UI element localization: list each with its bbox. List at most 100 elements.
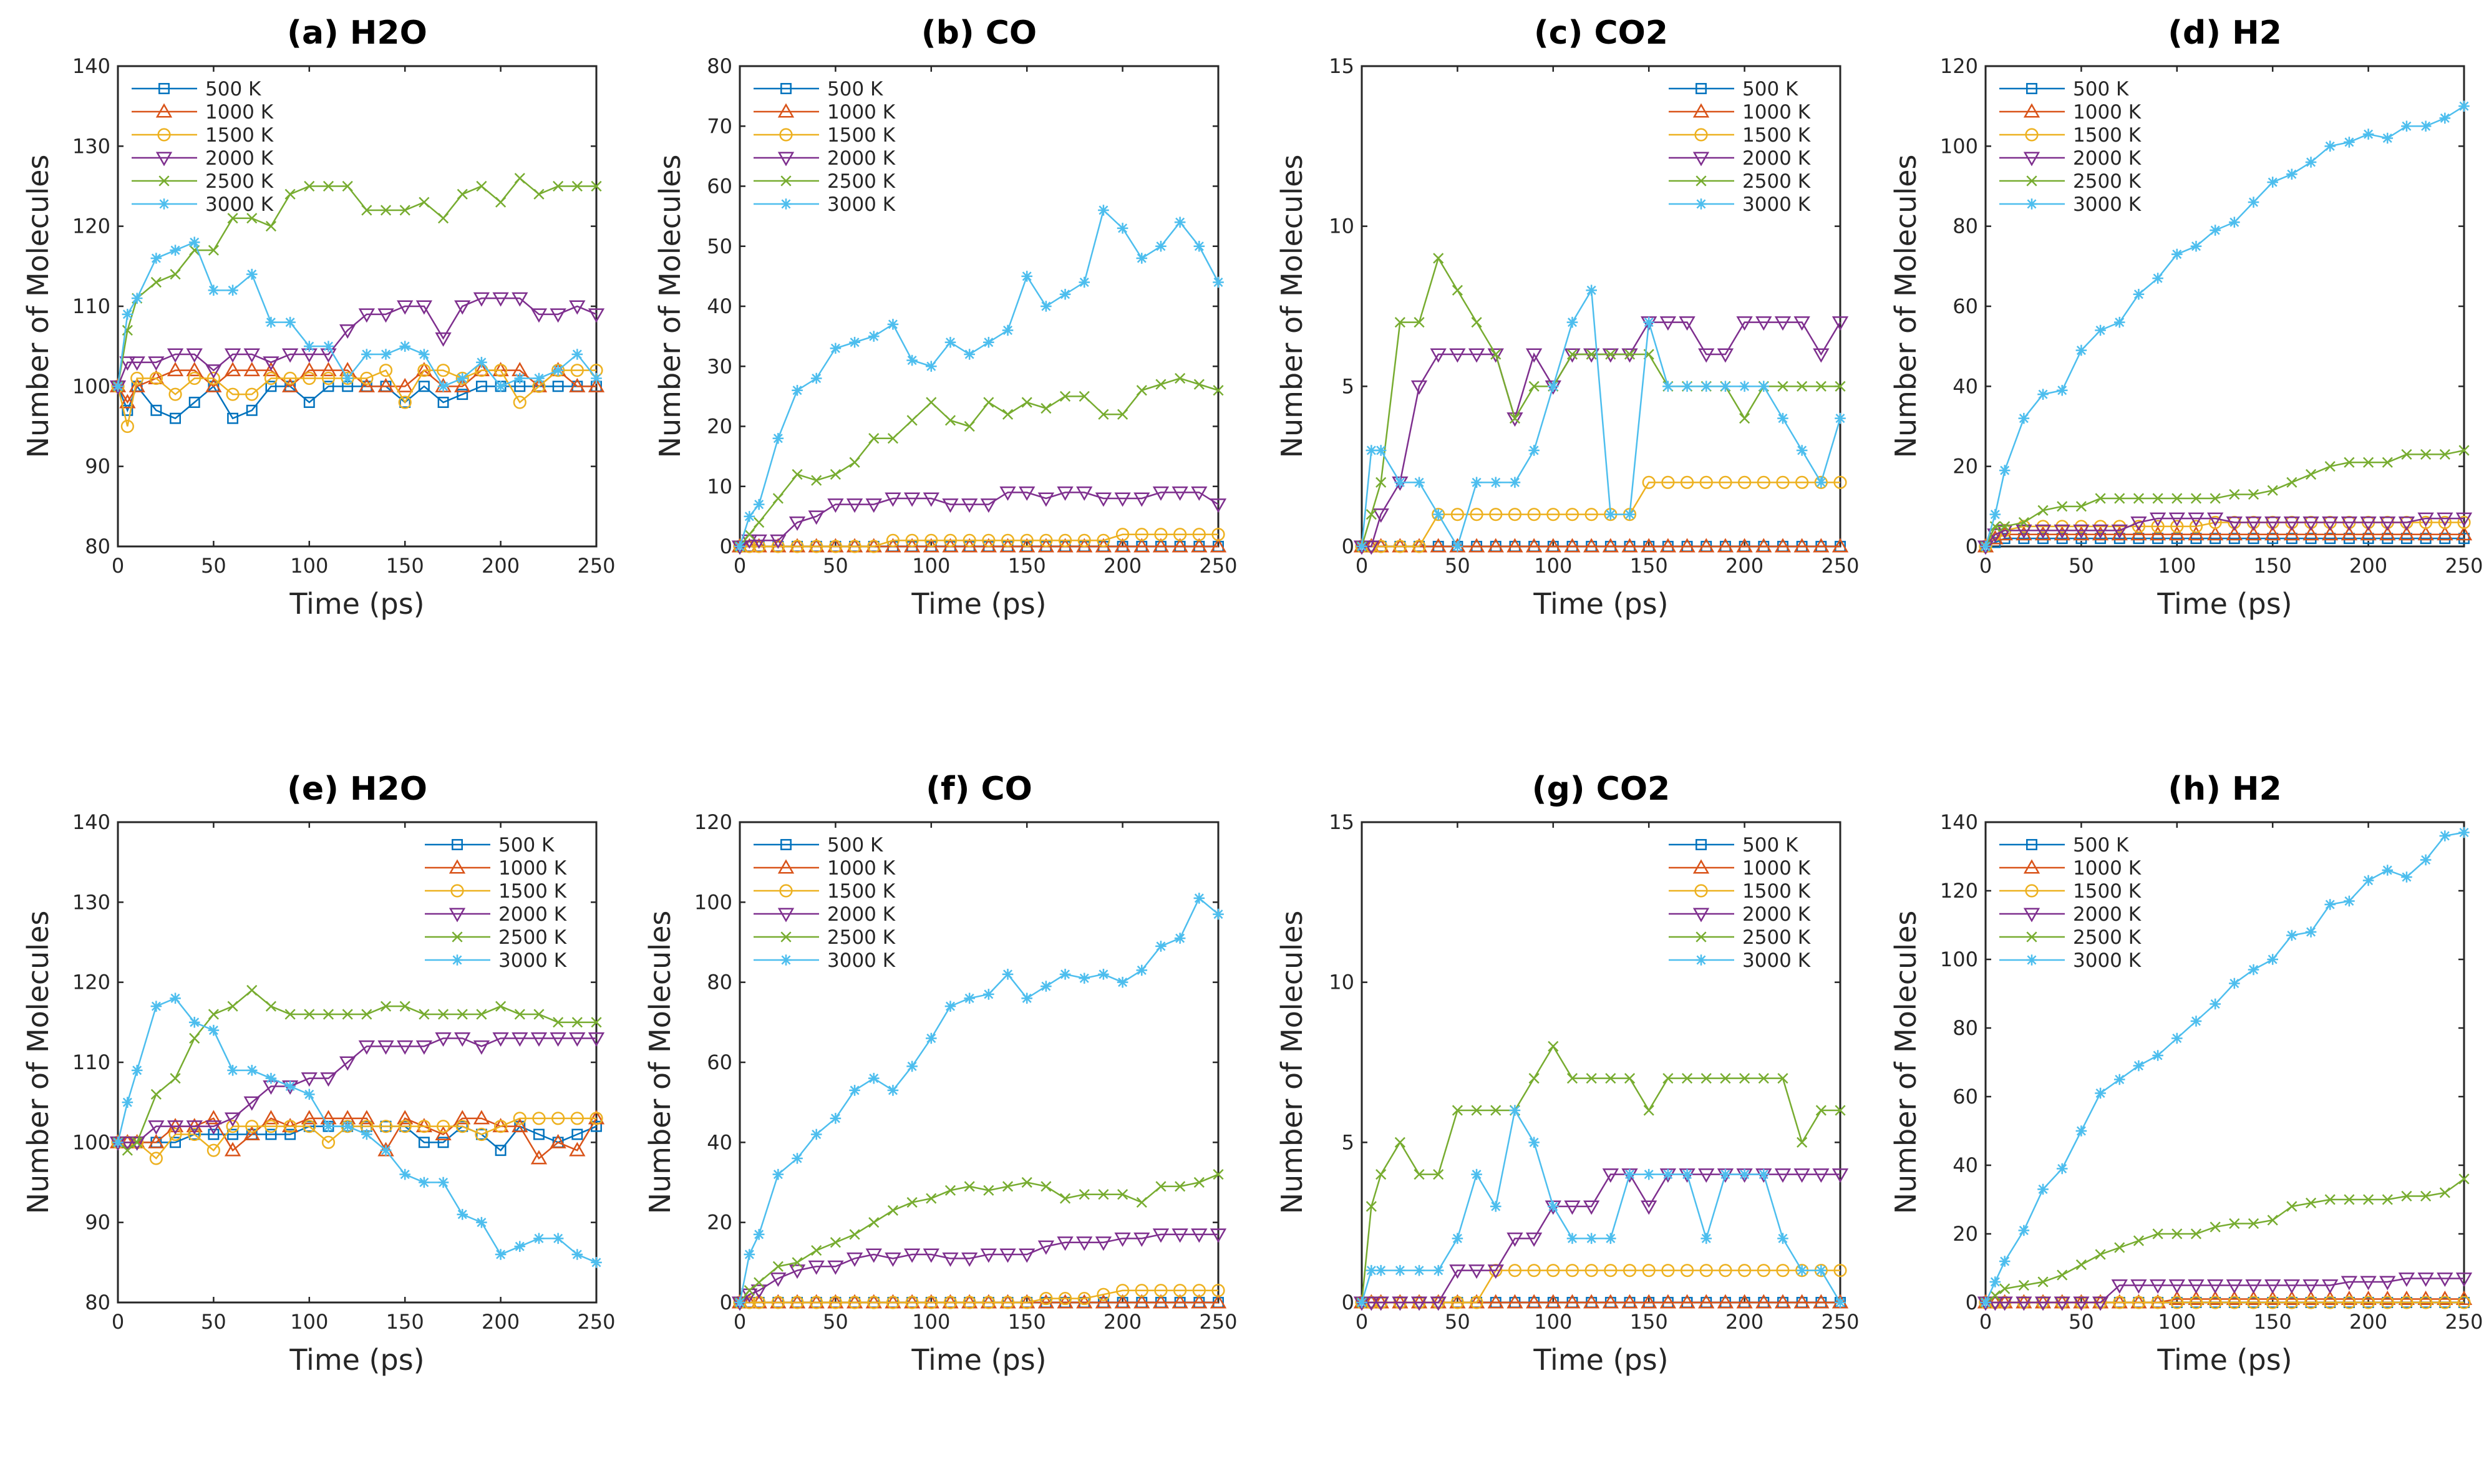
square-marker xyxy=(457,389,468,400)
x-marker xyxy=(2229,488,2240,500)
subplot-d: (d) H2 0 50 100 150 200 250 0 20 40 60 80 100 120 Time… xyxy=(1889,14,2483,621)
legend-label: 500 K xyxy=(205,78,261,100)
triangle-down-marker xyxy=(2034,524,2052,539)
y-tick-label: 130 xyxy=(72,134,110,158)
asterisk-marker xyxy=(2133,288,2145,300)
asterisk-marker xyxy=(495,381,507,392)
x-marker xyxy=(1079,1189,1090,1200)
triangle-down-marker xyxy=(1133,1232,1150,1247)
x-marker xyxy=(1098,409,1109,420)
circle-marker xyxy=(982,1296,996,1309)
x-axis-label: Time (ps) xyxy=(1533,587,1668,621)
y-tick-label: 100 xyxy=(72,374,110,398)
asterisk-marker xyxy=(1999,465,2011,476)
axes-box xyxy=(1984,821,2465,1304)
asterisk-marker xyxy=(476,357,487,368)
x-marker xyxy=(2458,1173,2470,1185)
asterisk-marker xyxy=(552,364,564,376)
triangle-down-marker xyxy=(777,908,795,923)
x-marker xyxy=(983,1185,994,1196)
asterisk-marker xyxy=(1586,1233,1597,1244)
triangle-down-marker xyxy=(224,1112,241,1127)
triangle-up-marker xyxy=(2417,526,2434,541)
triangle-down-marker xyxy=(1692,908,1710,923)
subplot-title: (g) CO2 xyxy=(1532,770,1670,808)
circle-marker xyxy=(2208,515,2222,530)
triangle-up-marker xyxy=(1813,538,1830,553)
triangle-up-marker xyxy=(1095,1294,1112,1309)
series-2500k xyxy=(734,1169,1224,1308)
circle-marker xyxy=(924,533,938,547)
triangle-down-marker xyxy=(129,1136,145,1151)
triangle-up-marker xyxy=(397,377,414,392)
series-line xyxy=(1984,449,2465,547)
series-1000k xyxy=(109,1110,605,1165)
x-marker xyxy=(744,529,755,540)
asterisk-marker xyxy=(1471,477,1482,488)
x-marker xyxy=(2344,457,2355,468)
asterisk-marker xyxy=(1002,969,1014,980)
x-marker xyxy=(1366,509,1377,520)
series-line xyxy=(117,297,597,387)
triangle-up-marker xyxy=(1487,538,1504,553)
legend-item: 2000 K xyxy=(754,903,896,926)
y-axis-label: Number of Molecules xyxy=(21,155,55,458)
asterisk-marker xyxy=(188,1017,200,1028)
triangle-up-marker xyxy=(1133,538,1150,553)
triangle-up-marker xyxy=(377,377,394,392)
asterisk-marker xyxy=(2095,1087,2106,1099)
triangle-down-marker xyxy=(1172,1228,1188,1243)
asterisk-marker xyxy=(1739,1168,1750,1180)
asterisk-marker xyxy=(2133,1060,2145,1072)
circle-marker xyxy=(1508,508,1522,521)
x-marker xyxy=(1643,1105,1654,1116)
x-marker xyxy=(2439,449,2450,460)
asterisk-marker xyxy=(2037,1183,2049,1195)
circle-marker xyxy=(2189,520,2203,533)
x-marker xyxy=(571,180,583,192)
triangle-up-marker xyxy=(2016,526,2032,541)
triangle-down-marker xyxy=(1057,1236,1074,1251)
triangle-down-marker xyxy=(473,292,490,307)
square-marker xyxy=(2210,533,2221,545)
legend-item: 1500 K xyxy=(754,880,896,903)
triangle-up-marker xyxy=(148,1133,165,1148)
asterisk-marker xyxy=(1758,1168,1770,1180)
y-axis-label: Number of Molecules xyxy=(21,911,55,1215)
x-tick-label: 250 xyxy=(1821,554,1859,578)
x-marker xyxy=(2171,493,2183,504)
asterisk-marker xyxy=(2113,316,2125,328)
y-tick-label: 110 xyxy=(72,294,110,318)
x-marker xyxy=(906,1196,918,1208)
triangle-up-marker xyxy=(2130,526,2147,541)
asterisk-marker xyxy=(1605,508,1616,520)
legend-item: 3000 K xyxy=(1669,193,1811,216)
x-marker xyxy=(2458,445,2470,456)
x-marker xyxy=(2248,1218,2259,1229)
y-tick-label: 140 xyxy=(1940,810,1978,834)
triangle-down-marker xyxy=(205,1120,222,1135)
circle-marker xyxy=(1470,508,1483,521)
circle-marker xyxy=(1661,1264,1675,1278)
legend-item: 2500 K xyxy=(132,170,274,193)
y-tick-label: 120 xyxy=(72,215,110,238)
circle-marker xyxy=(1097,533,1110,547)
subplot-title: (c) CO2 xyxy=(1534,14,1668,52)
x-marker xyxy=(1117,1189,1128,1200)
x-axis-label: Time (ps) xyxy=(289,587,424,621)
x-marker xyxy=(304,1009,315,1020)
asterisk-marker xyxy=(170,992,181,1004)
triangle-down-marker xyxy=(1392,1296,1409,1311)
asterisk-marker xyxy=(2095,324,2106,336)
x-marker xyxy=(323,180,334,192)
asterisk-marker xyxy=(1696,954,1707,966)
legend-label: 2000 K xyxy=(1742,903,1811,926)
triangle-up-marker xyxy=(397,1110,414,1125)
circle-marker xyxy=(450,884,464,898)
triangle-down-marker xyxy=(1774,316,1792,331)
y-tick-label: 70 xyxy=(707,114,732,138)
triangle-down-marker xyxy=(530,308,548,323)
triangle-down-marker xyxy=(358,308,375,323)
asterisk-marker xyxy=(2305,157,2317,168)
